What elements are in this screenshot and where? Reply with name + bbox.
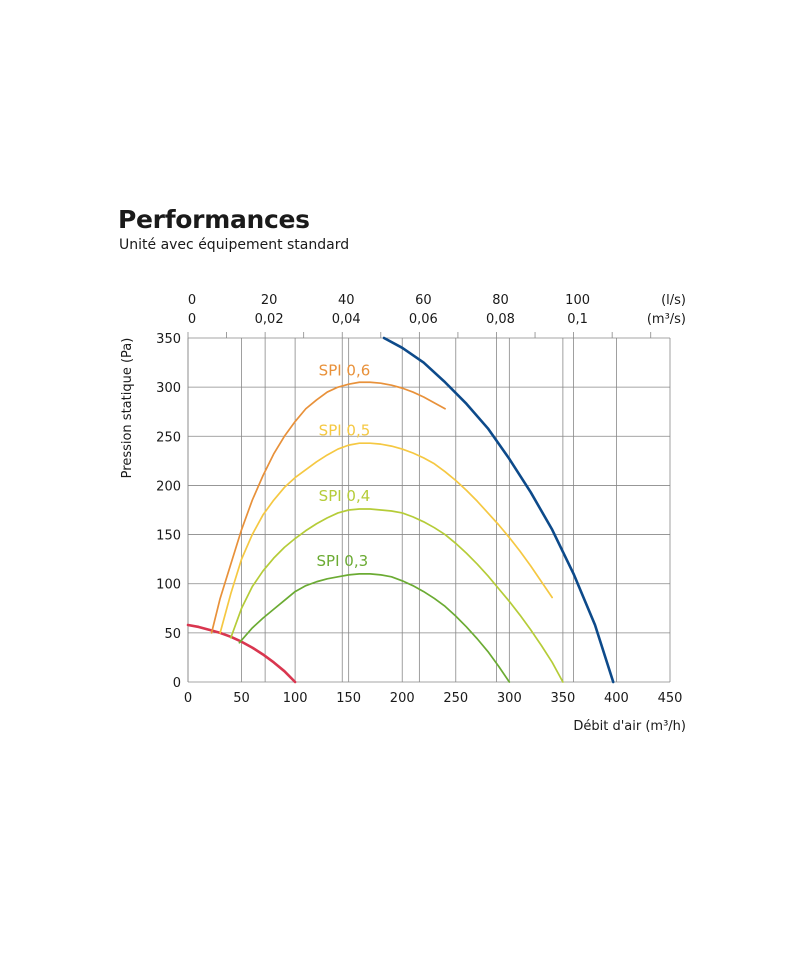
y-tick-label: 100 (156, 578, 181, 593)
x-tick-label: 100 (283, 691, 308, 706)
top-tick-label-ls: 60 (415, 293, 432, 308)
y-tick-label: 50 (164, 627, 181, 642)
top-tick-label-m3s: 0,04 (332, 312, 361, 327)
series-label: SPI 0,3 (317, 552, 369, 570)
x-axis-label: Débit d'air (m³/h) (573, 719, 686, 734)
top-axis-unit-ls: (l/s) (661, 293, 686, 308)
x-tick-label: 50 (233, 691, 250, 706)
series-labels: SPI 0,6 SPI 0,5 SPI 0,4 SPI 0,3 (317, 361, 371, 570)
x-tick-label: 250 (443, 691, 468, 706)
top-axis-ticks: 0 20 40 60 80 100 0 0,02 0,04 0,06 0,08 0,1 (188, 293, 590, 327)
top-tick-label-ls: 40 (338, 293, 355, 308)
series-spi-0-6 (210, 381, 446, 634)
series-label: SPI 0,5 (319, 421, 371, 439)
x-tick-label: 450 (658, 691, 683, 706)
series-spi-0-5 (219, 442, 554, 634)
top-tick-label-m3s: 0,06 (409, 312, 438, 327)
series-spi-0-3 (238, 573, 511, 683)
fan-curve-line (382, 336, 615, 684)
top-tick-label-ls: 0 (188, 293, 196, 308)
top-tick-label-m3s: 0 (188, 312, 196, 327)
x-tick-label: 400 (604, 691, 629, 706)
x-axis-ticks: 0 50 100 150 200 250 300 350 400 450 (184, 691, 683, 706)
top-tick-label-ls: 100 (565, 293, 590, 308)
y-tick-label: 300 (156, 381, 181, 396)
top-tick-label-m3s: 0,1 (567, 312, 588, 327)
series-lines (186, 336, 615, 684)
top-axis-unit-m3s: (m³/s) (647, 312, 686, 327)
y-tick-label: 350 (156, 332, 181, 347)
system-curve-line (186, 623, 297, 684)
x-tick-label: 150 (336, 691, 361, 706)
y-axis-label: Pression statique (Pa) (120, 338, 135, 479)
x-tick-label: 350 (550, 691, 575, 706)
series-label: SPI 0,4 (319, 487, 371, 505)
x-tick-label: 200 (390, 691, 415, 706)
y-tick-label: 250 (156, 430, 181, 445)
x-tick-label: 0 (184, 691, 192, 706)
top-tick-label-ls: 80 (492, 293, 509, 308)
chart-subtitle: Unité avec équipement standard (119, 237, 350, 253)
top-tick-label-m3s: 0,08 (486, 312, 515, 327)
y-tick-label: 200 (156, 479, 181, 494)
x-tick-label: 300 (497, 691, 522, 706)
top-tick-label-m3s: 0,02 (255, 312, 284, 327)
y-axis-ticks: 0 50 100 150 200 250 300 350 (156, 332, 181, 691)
y-tick-label: 150 (156, 529, 181, 544)
y-tick-label: 0 (173, 676, 181, 691)
chart-title: Performances (118, 205, 310, 234)
series-spi-0-4 (229, 508, 564, 683)
top-tick-label-ls: 20 (261, 293, 278, 308)
series-label: SPI 0,6 (319, 361, 371, 379)
